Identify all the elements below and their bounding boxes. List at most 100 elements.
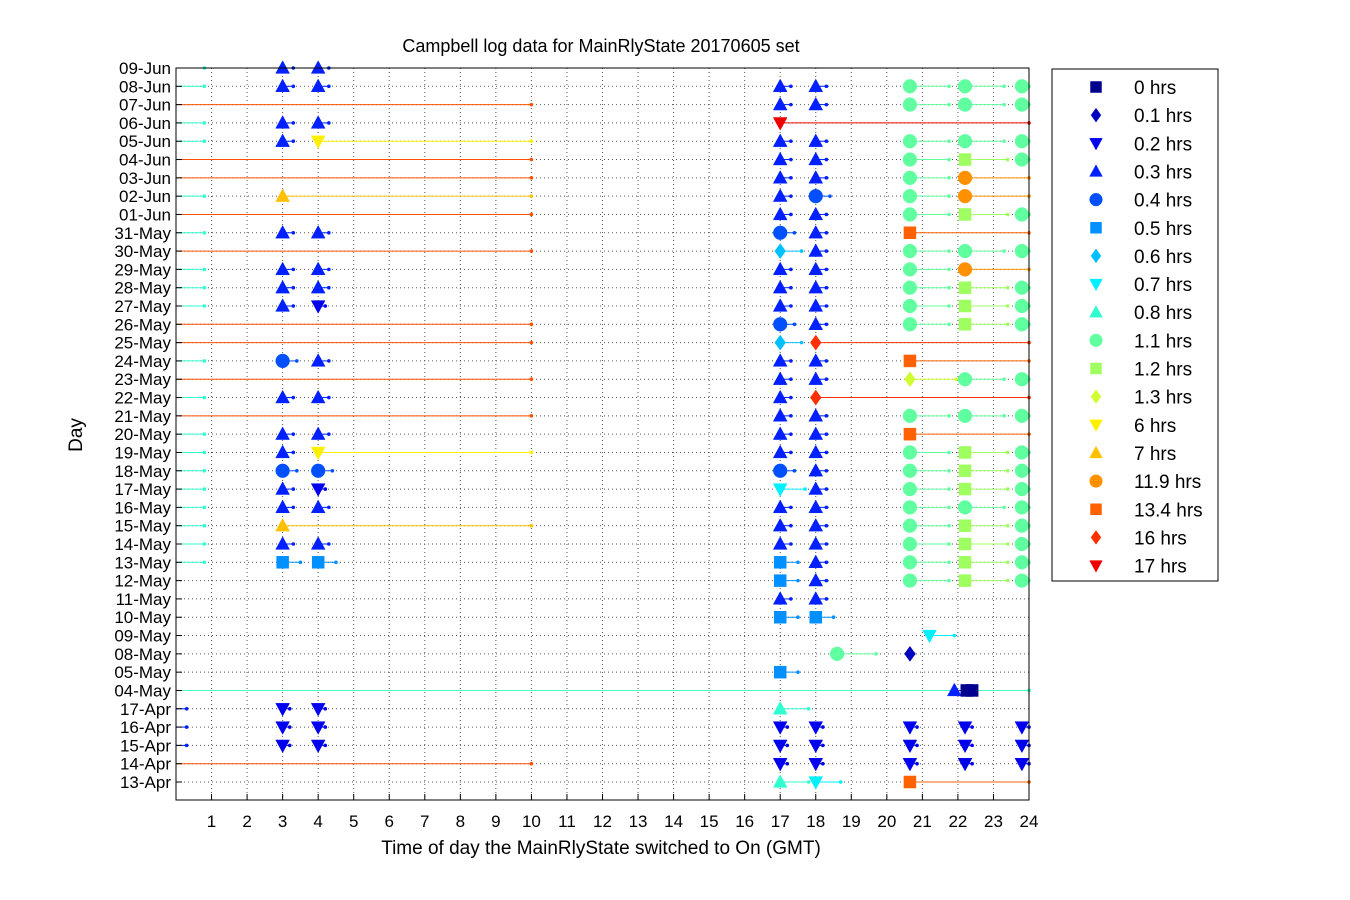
event-marker bbox=[310, 739, 326, 754]
duration-end-dot bbox=[334, 560, 338, 565]
duration-end-dot bbox=[947, 176, 951, 180]
event-marker bbox=[1014, 280, 1030, 295]
event-marker bbox=[774, 334, 786, 351]
event-marker bbox=[275, 536, 290, 550]
duration-end-dot bbox=[821, 761, 825, 766]
event-marker bbox=[957, 739, 973, 754]
event-marker bbox=[808, 591, 824, 605]
duration-end-dot bbox=[529, 450, 534, 455]
event-markers bbox=[275, 60, 1030, 790]
x-tick-label: 23 bbox=[984, 812, 1003, 831]
event-marker bbox=[902, 758, 918, 772]
event-marker bbox=[276, 556, 289, 569]
duration-end-dot bbox=[327, 121, 331, 125]
x-tick-label: 21 bbox=[913, 812, 932, 831]
duration-end-dot bbox=[970, 743, 974, 748]
duration-end-dot bbox=[202, 121, 207, 125]
duration-end-dot bbox=[824, 249, 829, 253]
y-tick-label: 05-Jun bbox=[119, 132, 171, 151]
duration-end-dot bbox=[529, 340, 534, 345]
duration-end-dot bbox=[803, 487, 807, 491]
event-marker bbox=[808, 426, 824, 440]
y-tick-label: 24-May bbox=[114, 352, 171, 371]
legend-marker bbox=[1089, 278, 1103, 292]
legend-box bbox=[1051, 68, 1219, 582]
duration-end-dot bbox=[952, 633, 957, 638]
event-marker bbox=[310, 261, 326, 276]
event-marker bbox=[808, 316, 824, 330]
event-marker bbox=[310, 721, 326, 735]
y-tick-label: 03-Jun bbox=[119, 169, 171, 188]
event-marker bbox=[772, 261, 788, 276]
event-marker bbox=[275, 298, 290, 312]
duration-end-dot bbox=[202, 395, 207, 400]
duration-end-dot bbox=[1005, 487, 1010, 491]
legend-marker bbox=[1090, 222, 1102, 234]
event-marker bbox=[808, 206, 824, 221]
duration-end-dot bbox=[789, 304, 793, 308]
duration-end-dot bbox=[824, 157, 829, 162]
event-marker bbox=[772, 298, 788, 312]
duration-end-dot bbox=[785, 725, 790, 729]
x-tick-label: 12 bbox=[593, 812, 612, 831]
duration-end-dot bbox=[202, 230, 207, 235]
event-marker bbox=[958, 537, 972, 551]
event-marker bbox=[772, 701, 788, 715]
duration-end-dot bbox=[202, 359, 207, 363]
event-marker bbox=[275, 739, 290, 754]
duration-end-dot bbox=[1005, 523, 1010, 528]
event-marker bbox=[1014, 739, 1030, 754]
event-marker bbox=[275, 133, 290, 147]
y-tick-label: 11-May bbox=[116, 590, 172, 609]
duration-end-dot bbox=[291, 542, 296, 546]
duration-end-dot bbox=[824, 487, 829, 491]
event-marker bbox=[902, 463, 918, 478]
event-marker bbox=[902, 555, 918, 570]
duration-end-dot bbox=[1005, 560, 1010, 565]
duration-end-dot bbox=[789, 414, 793, 418]
legend-label: 0.8 hrs bbox=[1134, 303, 1192, 324]
y-tick-label: 09-Jun bbox=[119, 59, 171, 78]
duration-end-dot bbox=[202, 468, 207, 473]
event-marker bbox=[903, 226, 917, 240]
duration-end-dot bbox=[796, 578, 800, 583]
duration-end-dot bbox=[327, 267, 331, 272]
event-marker bbox=[957, 79, 973, 94]
x-tick-label: 16 bbox=[735, 812, 754, 831]
duration-end-dot bbox=[184, 725, 189, 729]
duration-end-dot bbox=[947, 505, 951, 510]
event-marker bbox=[772, 78, 788, 92]
x-tick-label: 2 bbox=[242, 812, 251, 831]
event-marker bbox=[772, 117, 788, 131]
event-marker bbox=[772, 389, 788, 404]
event-marker bbox=[275, 444, 290, 459]
x-tick-label: 3 bbox=[278, 812, 287, 831]
x-tick-label: 19 bbox=[842, 812, 861, 831]
event-marker bbox=[310, 78, 326, 92]
duration-end-dot bbox=[947, 304, 951, 308]
x-tick-label: 11 bbox=[558, 812, 576, 831]
event-marker bbox=[903, 427, 917, 441]
event-marker bbox=[808, 133, 824, 147]
y-tick-label: 07-Jun bbox=[119, 96, 171, 115]
event-marker bbox=[903, 354, 917, 368]
duration-end-dot bbox=[1002, 102, 1006, 107]
duration-end-dot bbox=[824, 414, 829, 418]
event-marker bbox=[808, 463, 824, 477]
event-marker bbox=[958, 281, 972, 294]
y-tick-label: 13-May bbox=[114, 553, 171, 572]
duration-end-dot bbox=[789, 523, 793, 528]
duration-end-dot bbox=[838, 780, 843, 784]
y-tick-label: 17-Apr bbox=[120, 700, 171, 719]
event-marker bbox=[275, 188, 290, 202]
event-marker bbox=[275, 389, 290, 404]
y-tick-label: 05-May bbox=[114, 663, 171, 682]
duration-end-dot bbox=[327, 505, 331, 510]
event-marker bbox=[310, 536, 326, 550]
event-marker bbox=[829, 646, 845, 661]
duration-end-dot bbox=[529, 157, 534, 162]
y-tick-label: 09-May bbox=[114, 627, 171, 646]
event-marker bbox=[1014, 243, 1030, 259]
duration-end-dot bbox=[824, 578, 829, 583]
y-tick-label: 31-May bbox=[114, 224, 171, 243]
